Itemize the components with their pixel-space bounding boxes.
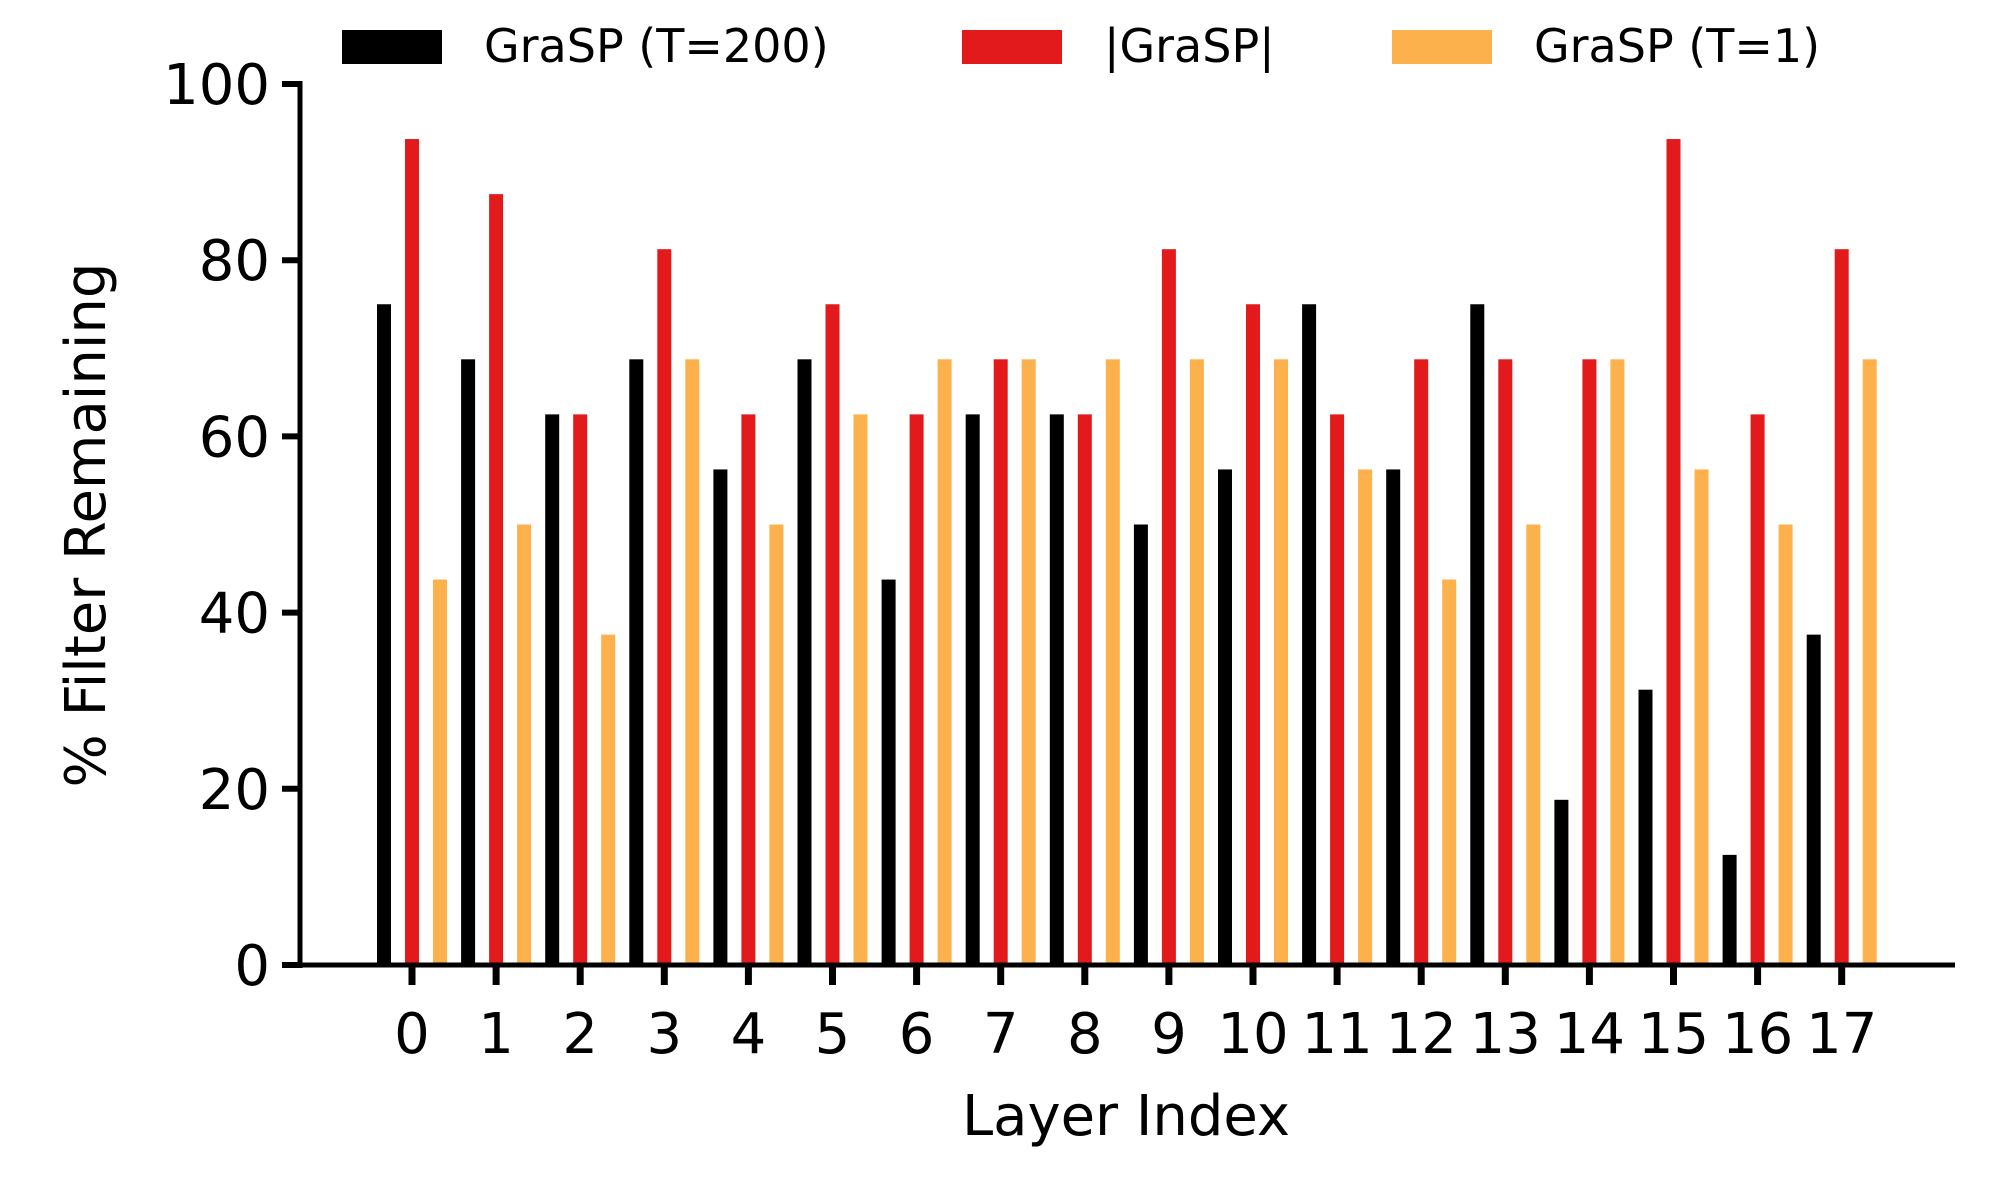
bar-3-2	[601, 634, 616, 966]
bar-2-15	[1666, 139, 1681, 965]
y-tick-label-20: 20	[199, 758, 270, 823]
bar-3-1	[517, 524, 532, 965]
x-tick-label-9: 9	[1151, 1002, 1187, 1067]
bar-2-2	[573, 414, 588, 966]
bar-3-8	[1105, 359, 1120, 965]
x-tick-label-1: 1	[478, 1002, 514, 1067]
bar-3-4	[769, 524, 784, 965]
bar-3-9	[1189, 359, 1204, 965]
y-axis: 0 20 40 60 80 100	[163, 53, 303, 999]
x-tick-label-14: 14	[1554, 1002, 1625, 1067]
bar-1-3	[629, 359, 644, 965]
bar-1-11	[1302, 304, 1317, 965]
bar-3-13	[1526, 524, 1541, 965]
bar-3-0	[433, 579, 447, 965]
x-tick-label-13: 13	[1470, 1002, 1541, 1067]
bar-2-9	[1161, 249, 1176, 965]
bar-3-12	[1442, 579, 1457, 965]
bar-1-16	[1722, 854, 1737, 966]
bar-2-13	[1498, 359, 1513, 965]
bar-2-7	[993, 359, 1008, 965]
bar-2-3	[657, 249, 672, 965]
y-tick-label-40: 40	[199, 582, 270, 647]
y-tick-label-80: 80	[199, 229, 270, 294]
bar-2-14	[1582, 359, 1597, 965]
x-tick-label-4: 4	[731, 1002, 767, 1067]
y-tick-label-60: 60	[199, 405, 270, 470]
legend-swatch-1	[342, 30, 442, 64]
x-axis-label: Layer Index	[962, 1084, 1290, 1149]
bar-1-14	[1554, 799, 1569, 965]
bar-2-16	[1750, 414, 1765, 966]
x-axis: 0 1 2 3 4 5 6 7 8 9 10 11 12 13 14 15 16 17	[297, 962, 1955, 1067]
bar-2-4	[741, 414, 756, 966]
x-tick-label-16: 16	[1722, 1002, 1793, 1067]
legend-label-3: GraSP (T=1)	[1534, 19, 1820, 73]
bar-1-8	[1049, 414, 1064, 966]
y-axis-label: % Filter Remaining	[54, 263, 119, 788]
x-tick-label-2: 2	[562, 1002, 598, 1067]
bar-2-8	[1077, 414, 1092, 966]
bar-3-11	[1358, 469, 1373, 965]
bar-1-15	[1638, 689, 1653, 965]
bar-2-6	[909, 414, 924, 966]
bar-1-2	[545, 414, 560, 966]
x-tick-label-12: 12	[1386, 1002, 1457, 1067]
bar-2-10	[1246, 304, 1260, 965]
bar-1-10	[1218, 469, 1232, 965]
legend-label-1: GraSP (T=200)	[484, 19, 829, 73]
x-tick-label-5: 5	[815, 1002, 851, 1067]
bar-2-12	[1414, 359, 1429, 965]
y-tick-label-100: 100	[163, 53, 270, 118]
bar-1-17	[1806, 634, 1821, 966]
x-tick-label-15: 15	[1638, 1002, 1709, 1067]
bar-2-0	[405, 139, 419, 965]
bar-1-13	[1470, 304, 1485, 965]
bar-1-1	[461, 359, 476, 965]
bar-3-5	[853, 414, 868, 966]
bar-1-0	[377, 304, 391, 965]
y-tick-label-0: 0	[234, 934, 270, 999]
x-tick-label-0: 0	[394, 1002, 430, 1067]
bar-1-7	[965, 414, 980, 966]
bar-1-9	[1133, 524, 1148, 965]
bar-3-16	[1778, 524, 1793, 965]
bar-1-4	[713, 469, 728, 965]
x-tick-label-8: 8	[1067, 1002, 1103, 1067]
bar-2-1	[489, 194, 504, 966]
x-tick-label-10: 10	[1217, 1002, 1288, 1067]
bar-2-11	[1330, 414, 1345, 966]
x-tick-label-6: 6	[899, 1002, 935, 1067]
bar-1-6	[881, 579, 896, 965]
x-tick-label-3: 3	[646, 1002, 682, 1067]
x-tick-label-17: 17	[1806, 1002, 1877, 1067]
legend: GraSP (T=200) |GraSP| GraSP (T=1)	[342, 19, 1820, 74]
bar-3-17	[1862, 359, 1877, 965]
bar-3-6	[937, 359, 952, 965]
legend-swatch-2	[962, 30, 1062, 64]
bar-2-17	[1834, 249, 1849, 965]
bars	[377, 139, 1877, 966]
bar-3-7	[1021, 359, 1036, 965]
bar-3-10	[1274, 359, 1288, 965]
legend-swatch-3	[1392, 30, 1492, 64]
bar-2-5	[825, 304, 840, 965]
bar-1-12	[1386, 469, 1401, 965]
bar-3-3	[685, 359, 700, 965]
bar-1-5	[797, 359, 812, 965]
x-tick-label-11: 11	[1301, 1002, 1372, 1067]
bar-3-15	[1694, 469, 1709, 965]
bar-3-14	[1610, 359, 1625, 965]
legend-label-2: |GraSP|	[1104, 19, 1275, 74]
x-tick-label-7: 7	[983, 1002, 1019, 1067]
